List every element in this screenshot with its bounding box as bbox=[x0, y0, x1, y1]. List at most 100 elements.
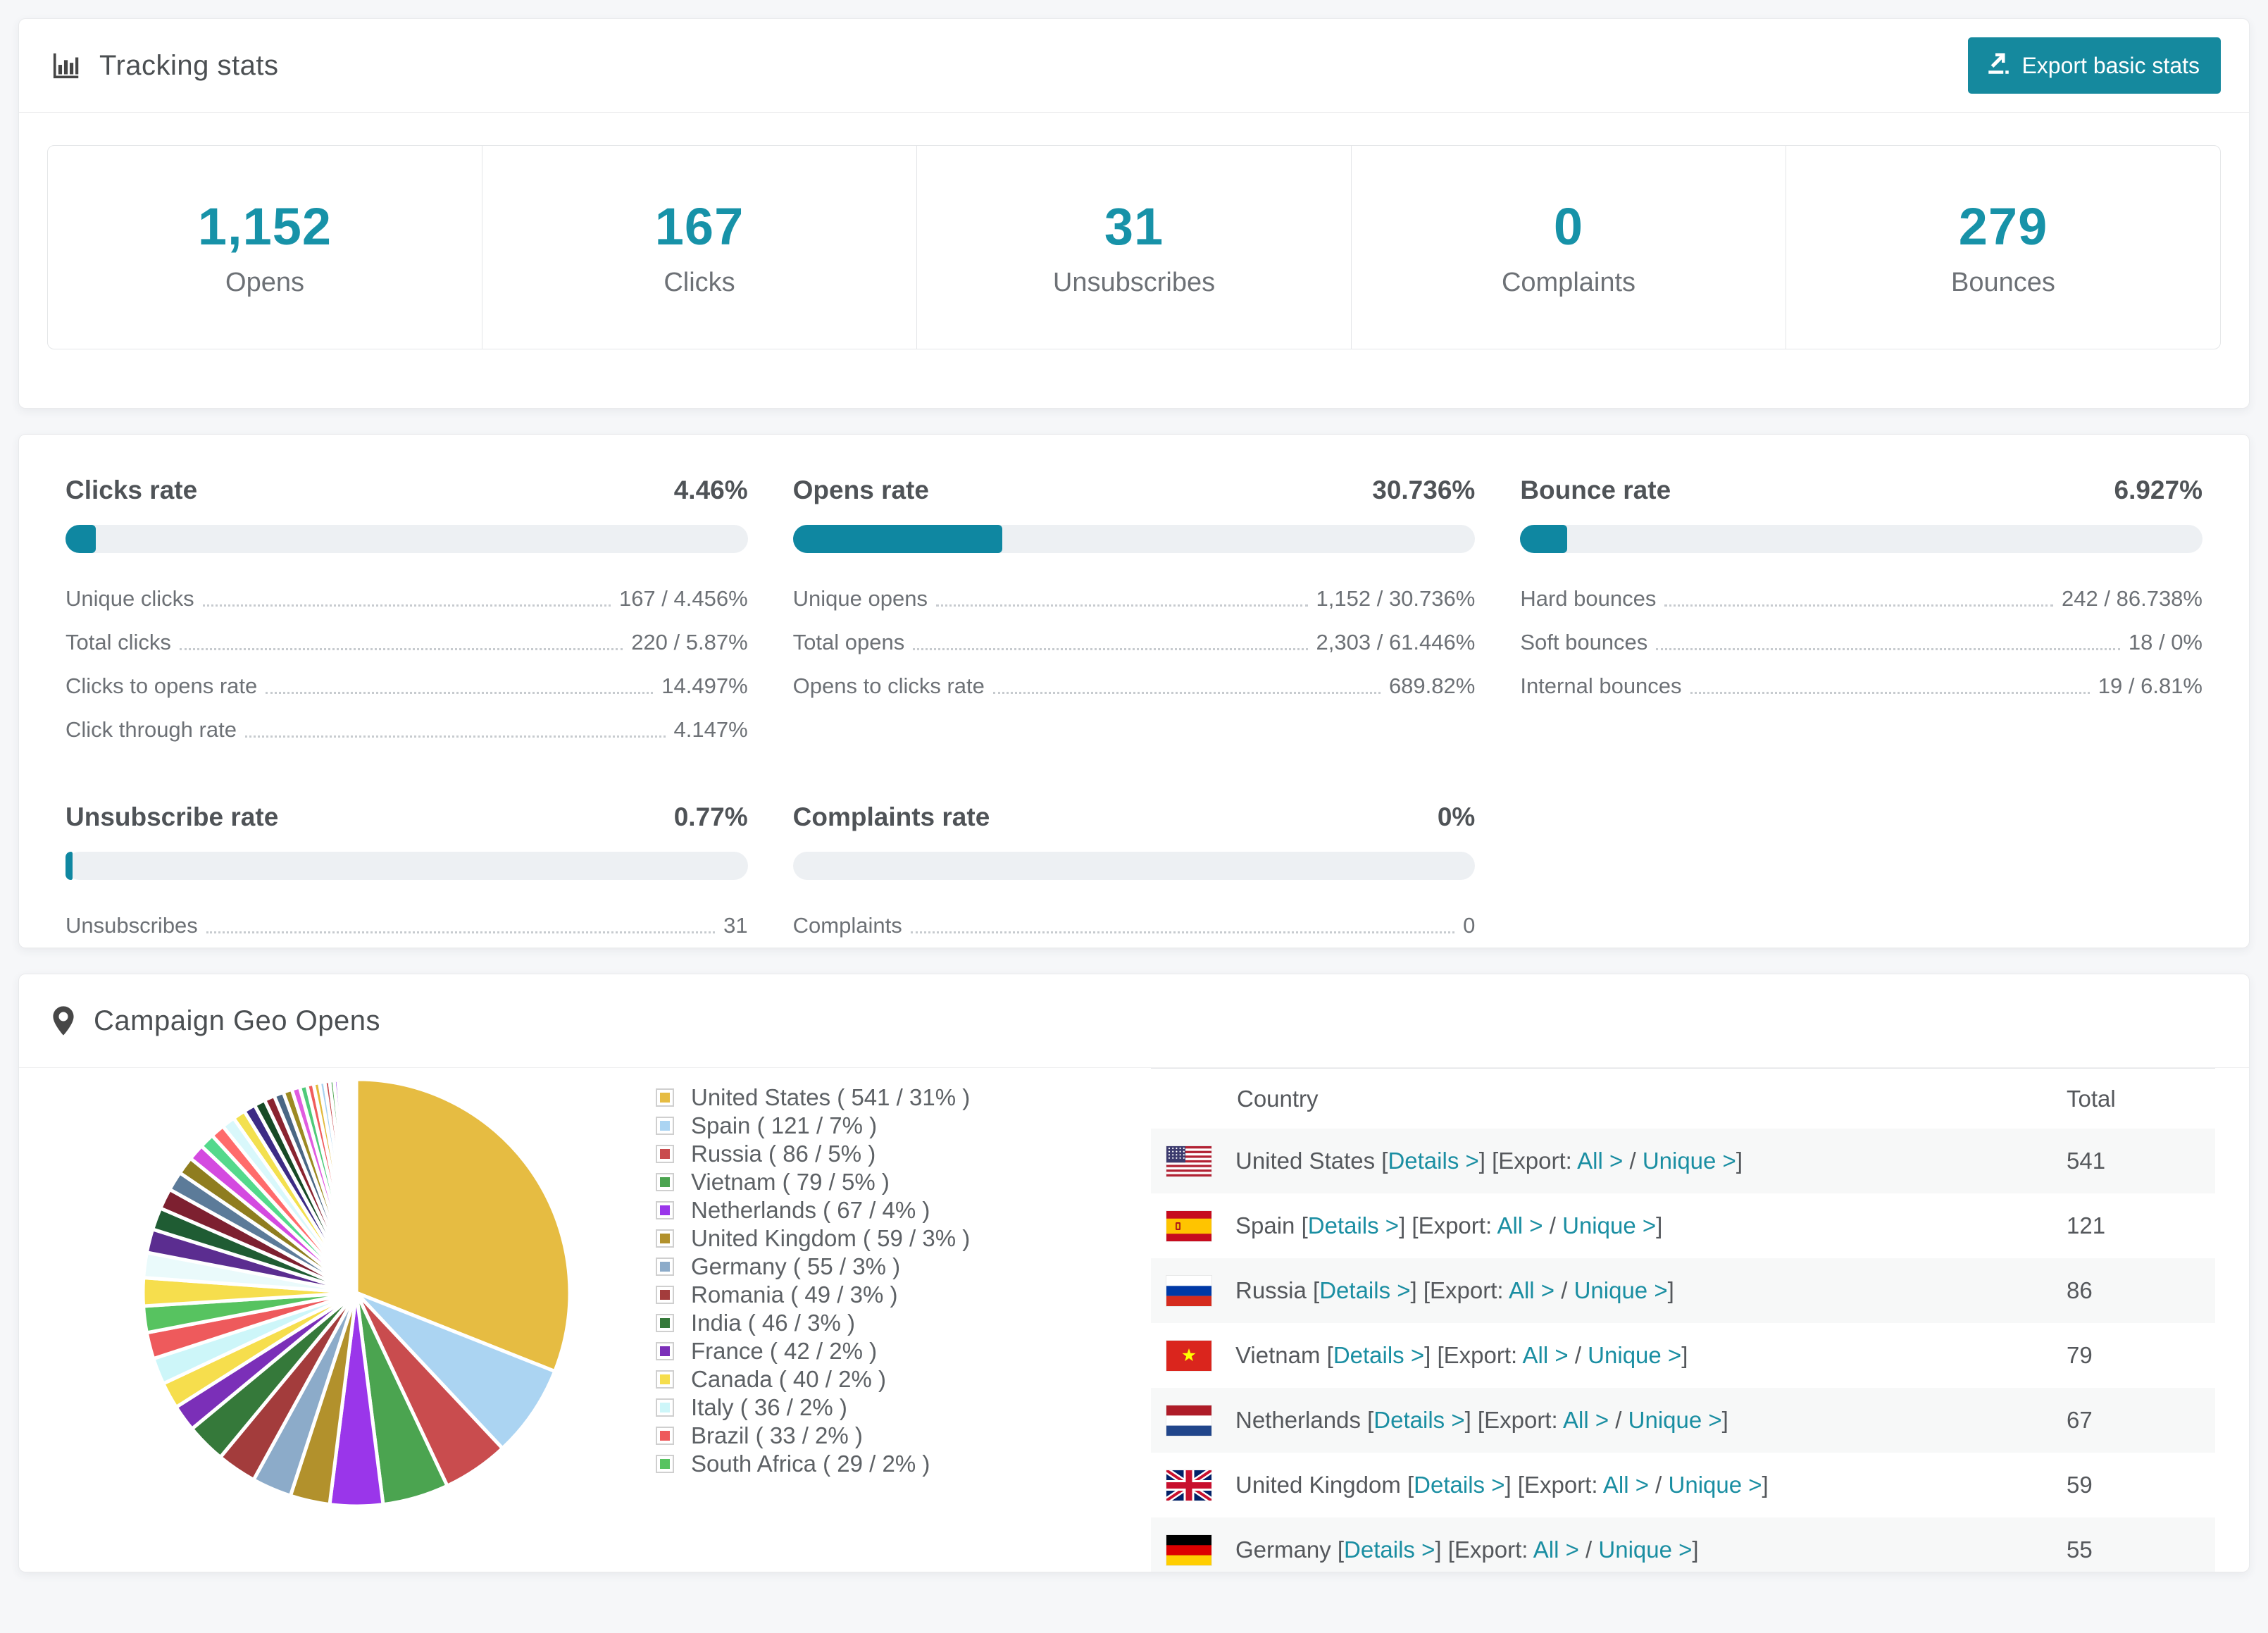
details-link[interactable]: Details > bbox=[1414, 1472, 1505, 1498]
bracket: ] [Export: bbox=[1424, 1342, 1523, 1368]
bar-chart-icon bbox=[50, 49, 82, 82]
legend-item-south-africa: South Africa ( 29 / 2% ) bbox=[656, 1450, 970, 1478]
export-all-link[interactable]: All > bbox=[1602, 1472, 1649, 1498]
flag-icon-ru bbox=[1166, 1275, 1211, 1306]
progress-bar-fill bbox=[1520, 525, 1568, 553]
rate-title: Bounce rate bbox=[1520, 476, 1671, 504]
legend-swatch bbox=[657, 1231, 673, 1246]
geo-pie-chart bbox=[138, 1074, 575, 1511]
rate-rows: Unsubscribes 31 bbox=[66, 904, 748, 948]
rate-title: Unsubscribe rate bbox=[66, 802, 279, 831]
rate-row-label: Total opens bbox=[792, 630, 905, 654]
stat-label: Clicks bbox=[663, 268, 735, 297]
bracket: [ bbox=[1367, 1407, 1374, 1433]
rate-detail-row: Complaints 0 bbox=[793, 904, 1476, 948]
details-link[interactable]: Details > bbox=[1373, 1407, 1465, 1433]
stat-unsubscribes: 31 Unsubscribes bbox=[917, 146, 1352, 349]
country-name: Spain bbox=[1235, 1212, 1302, 1238]
rate-detail-row: Unique clicks 167 / 4.456% bbox=[66, 577, 748, 621]
export-all-link[interactable]: All > bbox=[1533, 1536, 1579, 1563]
bracket: ] bbox=[1667, 1277, 1674, 1303]
rate-row-value: 0 bbox=[1463, 913, 1476, 938]
rates-grid: Clicks rate 4.46% Unique clicks 167 / 4.456… bbox=[66, 476, 2202, 948]
export-all-link[interactable]: All > bbox=[1497, 1212, 1543, 1238]
rate-detail-row: Unsubscribes 31 bbox=[66, 904, 748, 948]
rate-row-label: Soft bounces bbox=[1520, 630, 1648, 654]
geo-table-header: Country Total bbox=[1151, 1069, 2215, 1129]
legend-item-united-states: United States ( 541 / 31% ) bbox=[656, 1084, 970, 1112]
rate-detail-row: Total clicks 220 / 5.87% bbox=[66, 621, 748, 664]
rate-rows: Complaints 0 bbox=[793, 904, 1476, 948]
progress-bar-fill bbox=[66, 525, 96, 553]
bracket: [ bbox=[1381, 1148, 1388, 1174]
legend-item-germany: Germany ( 55 / 3% ) bbox=[656, 1253, 970, 1281]
export-unique-link[interactable]: Unique > bbox=[1598, 1536, 1693, 1563]
rate-detail-row: Opens to clicks rate 689.82% bbox=[793, 664, 1476, 708]
stats-summary: 1,152 Opens 167 Clicks 31 Unsubscribes 0 Compla… bbox=[47, 145, 2221, 349]
rate-row-label: Total clicks bbox=[66, 630, 171, 654]
dotted-leader bbox=[1664, 604, 2054, 607]
progress-bar bbox=[66, 852, 748, 880]
legend-swatch bbox=[657, 1174, 673, 1190]
rate-detail-row: Unique opens 1,152 / 30.736% bbox=[793, 577, 1476, 621]
rate-row-value: 1,152 / 30.736% bbox=[1316, 586, 1476, 611]
details-link[interactable]: Details > bbox=[1344, 1536, 1435, 1563]
rate-row-label: Click through rate bbox=[66, 717, 237, 742]
export-unique-link[interactable]: Unique > bbox=[1668, 1472, 1762, 1498]
total-cell: 79 bbox=[2067, 1342, 2093, 1368]
export-all-link[interactable]: All > bbox=[1508, 1277, 1555, 1303]
export-unique-link[interactable]: Unique > bbox=[1628, 1407, 1722, 1433]
export-all-link[interactable]: All > bbox=[1563, 1407, 1609, 1433]
rate-row-value: 689.82% bbox=[1388, 673, 1476, 698]
country-cell: United Kingdom [Details >] [Export: All … bbox=[1235, 1472, 1769, 1498]
legend-item-france: France ( 42 / 2% ) bbox=[656, 1337, 970, 1365]
details-link[interactable]: Details > bbox=[1307, 1212, 1400, 1238]
export-unique-link[interactable]: Unique > bbox=[1562, 1212, 1657, 1238]
bracket: [ bbox=[1326, 1342, 1333, 1368]
rate-rows: Hard bounces 242 / 86.738% Soft bounces 18 … bbox=[1520, 577, 2202, 708]
table-row-ru: Russia [Details >] [Export: All > / Uniq… bbox=[1151, 1258, 2215, 1323]
details-link[interactable]: Details > bbox=[1333, 1342, 1425, 1368]
rate-head: Opens rate 30.736% bbox=[793, 476, 1476, 505]
rate-detail-row: Hard bounces 242 / 86.738% bbox=[1520, 577, 2202, 621]
export-all-link[interactable]: All > bbox=[1577, 1148, 1624, 1174]
flag-icon-us bbox=[1166, 1145, 1211, 1176]
export-basic-stats-button[interactable]: Export basic stats bbox=[1968, 37, 2221, 94]
rate-block-bounce-rate: Bounce rate 6.927% Hard bounces 242 / 86.73… bbox=[1520, 476, 2202, 752]
bracket: ] bbox=[1656, 1212, 1663, 1238]
progress-bar-fill bbox=[792, 525, 1003, 553]
country-name: Netherlands bbox=[1235, 1407, 1368, 1433]
rate-row-value: 19 / 6.81% bbox=[2098, 673, 2202, 698]
export-unique-link[interactable]: Unique > bbox=[1574, 1277, 1668, 1303]
legend-label: United Kingdom ( 59 / 3% ) bbox=[691, 1225, 971, 1251]
stat-label: Bounces bbox=[1951, 268, 2055, 297]
details-link[interactable]: Details > bbox=[1388, 1148, 1479, 1174]
flag-icon-gb bbox=[1166, 1470, 1211, 1501]
table-row-de: Germany [Details >] [Export: All > / Uni… bbox=[1151, 1517, 2215, 1572]
rate-row-value: 2,303 / 61.446% bbox=[1316, 630, 1476, 654]
geo-title: Campaign Geo Opens bbox=[94, 1005, 381, 1036]
country-cell: Spain [Details >] [Export: All > / Uniqu… bbox=[1235, 1212, 1662, 1239]
country-name: Vietnam bbox=[1235, 1342, 1327, 1368]
dotted-leader bbox=[179, 648, 623, 650]
rate-row-label: Hard bounces bbox=[1520, 586, 1657, 611]
dotted-leader bbox=[202, 604, 611, 607]
legend-label: Italy ( 36 / 2% ) bbox=[691, 1394, 847, 1420]
export-unique-link[interactable]: Unique > bbox=[1588, 1342, 1682, 1368]
legend-item-vietnam: Vietnam ( 79 / 5% ) bbox=[656, 1168, 970, 1196]
dotted-leader bbox=[1690, 692, 2090, 694]
legend-label: Vietnam ( 79 / 5% ) bbox=[691, 1169, 890, 1195]
dotted-leader bbox=[910, 931, 1455, 933]
details-link[interactable]: Details > bbox=[1319, 1277, 1411, 1303]
legend-swatch bbox=[657, 1259, 673, 1274]
country-name: United States bbox=[1235, 1148, 1382, 1174]
rate-title: Clicks rate bbox=[66, 476, 198, 504]
export-unique-link[interactable]: Unique > bbox=[1642, 1148, 1736, 1174]
rate-detail-row: Internal bounces 19 / 6.81% bbox=[1520, 664, 2202, 708]
rate-detail-row: Soft bounces 18 / 0% bbox=[1520, 621, 2202, 664]
bracket: [ bbox=[1337, 1536, 1345, 1563]
country-cell: United States [Details >] [Export: All >… bbox=[1235, 1148, 1743, 1174]
bracket: [ bbox=[1301, 1212, 1308, 1238]
rate-row-label: Opens to clicks rate bbox=[792, 673, 985, 698]
export-all-link[interactable]: All > bbox=[1522, 1342, 1569, 1368]
